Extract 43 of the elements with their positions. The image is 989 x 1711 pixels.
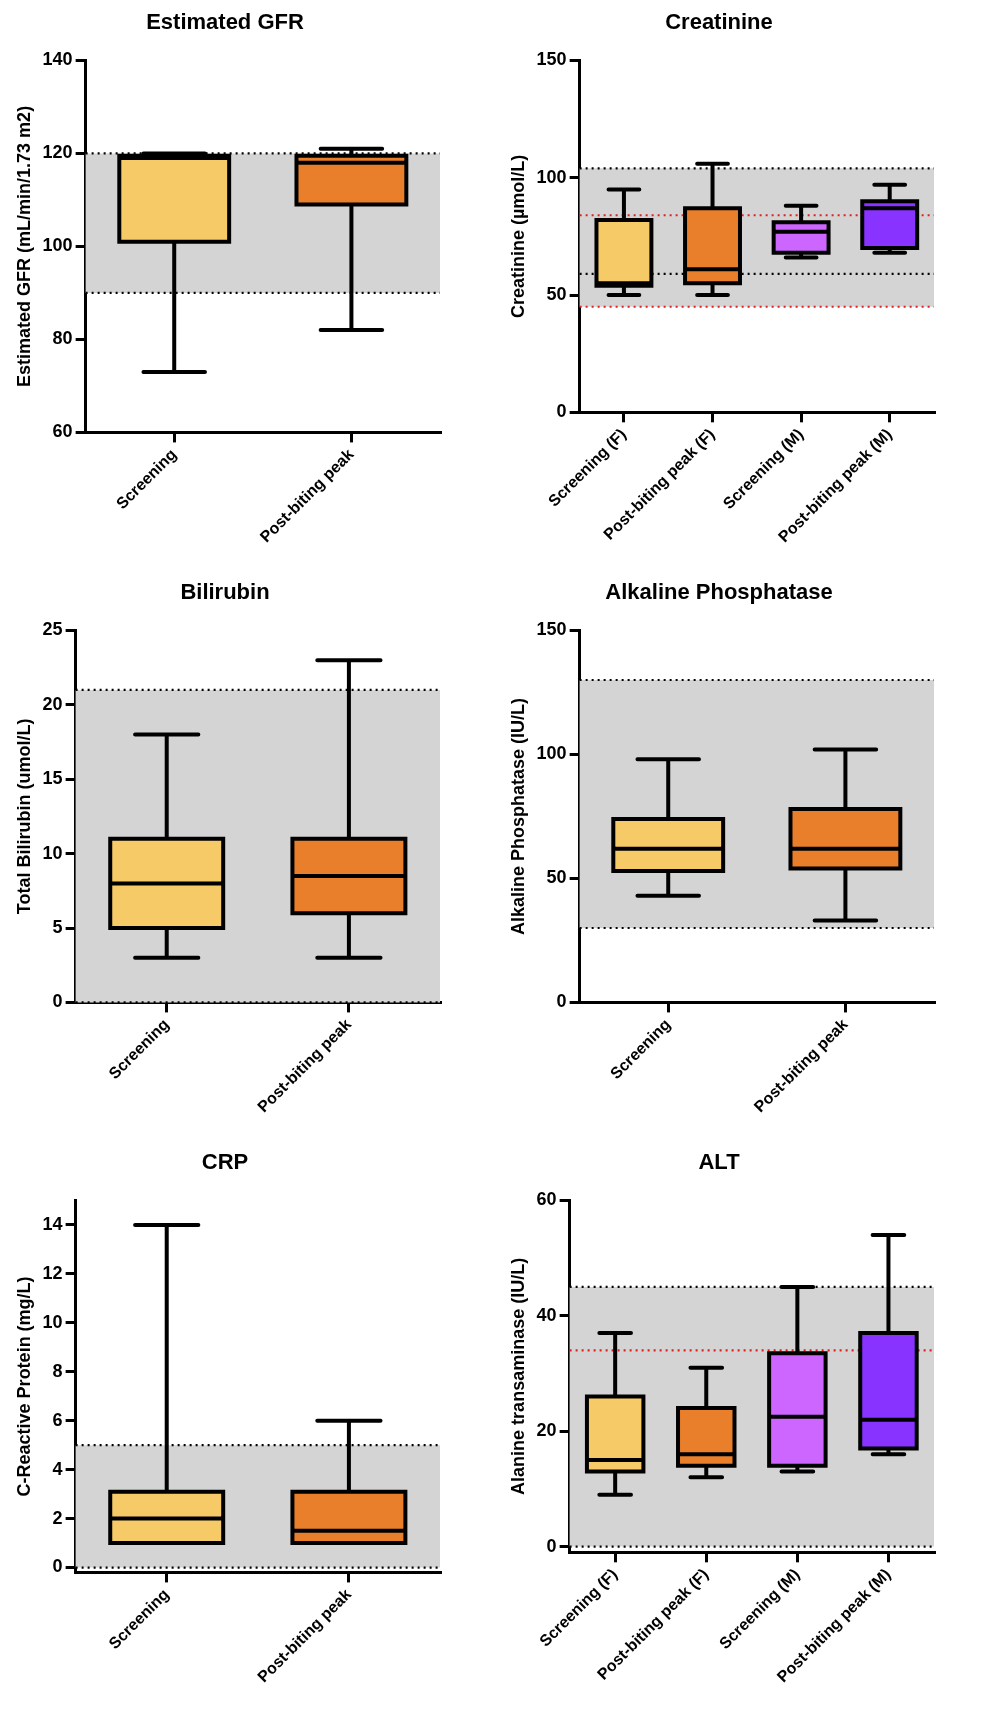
y-tick-label: 2 [52,1507,63,1528]
y-tick-label: 0 [52,991,63,1012]
y-tick-label: 80 [52,328,73,349]
y-tick-label: 40 [536,1304,557,1325]
y-tick-label: 150 [536,619,567,640]
y-tick-label: 100 [536,743,567,764]
y-tick-label: 14 [42,1213,63,1234]
y-tick-label: 15 [42,768,63,789]
y-tick-label: 20 [42,693,63,714]
y-tick-label: 60 [536,1189,557,1210]
y-tick-label: 60 [52,421,73,442]
y-axis-title: Total Bilirubin (umol/L) [13,718,34,915]
y-tick-label: 150 [536,49,567,70]
y-tick-label: 5 [52,916,63,937]
chart-title: Creatinine [665,9,773,35]
y-tick-label: 10 [42,842,63,863]
y-tick-label: 8 [52,1360,63,1381]
y-tick-label: 0 [556,991,567,1012]
y-axis-title: Alanine transaminase (IU/L) [507,1257,528,1495]
y-axis-title: C-Reactive Protein (mg/L) [13,1276,34,1497]
y-tick-label: 12 [42,1262,63,1283]
y-axis-title: Creatinine (µmol/L) [507,154,528,319]
chart-title: CRP [201,1149,249,1175]
y-tick-label: 50 [546,867,567,888]
y-tick-label: 0 [546,1535,557,1556]
y-axis-title: Estimated GFR (mL/min/1.73 m2) [13,105,34,387]
y-tick-label: 0 [556,401,567,422]
y-tick-label: 100 [536,166,567,187]
chart-title: ALT [698,1149,741,1175]
y-tick-label: 4 [52,1458,63,1479]
y-axis-title: Alkaline Phosphatase (IU/L) [507,697,528,935]
y-tick-label: 0 [52,1556,63,1577]
y-tick-label: 50 [546,283,567,304]
y-tick-label: 140 [42,49,73,70]
chart-title: Alkaline Phosphatase [605,579,833,605]
chart-title: Estimated GFR [146,9,304,35]
y-tick-label: 120 [42,142,73,163]
y-tick-label: 20 [536,1420,557,1441]
chart-title: Bilirubin [180,579,270,605]
y-tick-label: 25 [42,619,63,640]
y-tick-label: 6 [52,1409,63,1430]
y-tick-label: 10 [42,1311,63,1332]
y-tick-label: 100 [42,235,73,256]
